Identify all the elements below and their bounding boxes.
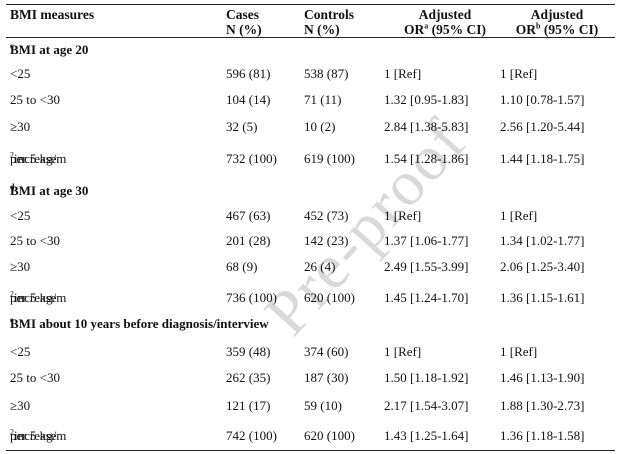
table-row: 25 to <30 262 (35) 187 (30) 1.50 [1.18-1.92…	[10, 370, 585, 385]
table-row: per 5 kg/m 2 increase 732 (100) 619 (100) 1.…	[10, 150, 585, 166]
section-title: BMI at age 20 c	[10, 41, 89, 57]
watermark: Pre-proof	[250, 105, 480, 349]
header-adjusted-or-b: Adjusted ORb (95% CI)	[515, 7, 599, 37]
section-title: BMI at age 30 d	[10, 182, 89, 198]
bottom-rule	[6, 450, 615, 451]
table-row: ≥30 68 (9) 26 (4) 2.49 [1.55-3.99] 2.06 [1.2…	[10, 259, 585, 274]
table-header: BMI measures Cases N (%) Controls N (%) Ad…	[6, 5, 615, 39]
header-bmi-measures: BMI measures	[10, 7, 95, 22]
header-rule	[6, 37, 615, 38]
table-row: <25 467 (63) 452 (73) 1 [Ref] 1 [Ref]	[10, 208, 538, 223]
table-row: ≥30 121 (17) 59 (10) 2.17 [1.54-3.07] 1.88 […	[10, 398, 585, 413]
section-title: BMI about 10 years before diagnosis/inte…	[10, 315, 269, 331]
table-row: 25 to <30 104 (14) 71 (11) 1.32 [0.95-1.83]…	[10, 92, 585, 107]
table-row: 25 to <30 201 (28) 142 (23) 1.37 [1.06-1.77…	[10, 233, 585, 248]
header-controls: Controls N (%)	[304, 7, 355, 37]
table-row: per 5 kg/m 2 increase 742 (100) 620 (100) 1.…	[10, 427, 585, 443]
top-rule	[6, 4, 615, 5]
table-row: per 5 kg/m 2 increase 736 (100) 620 (100) 1.…	[10, 289, 585, 305]
header-adjusted-or-a: Adjusted ORa (95% CI)	[404, 7, 486, 37]
table-row: <25 596 (81) 538 (87) 1 [Ref] 1 [Ref]	[10, 66, 538, 81]
table-row: <25 359 (48) 374 (60) 1 [Ref] 1 [Ref]	[10, 344, 538, 359]
header-cases: Cases N (%)	[226, 7, 262, 37]
table-row: ≥30 32 (5) 10 (2) 2.84 [1.38-5.83] 2.56 [1.2…	[10, 119, 585, 134]
